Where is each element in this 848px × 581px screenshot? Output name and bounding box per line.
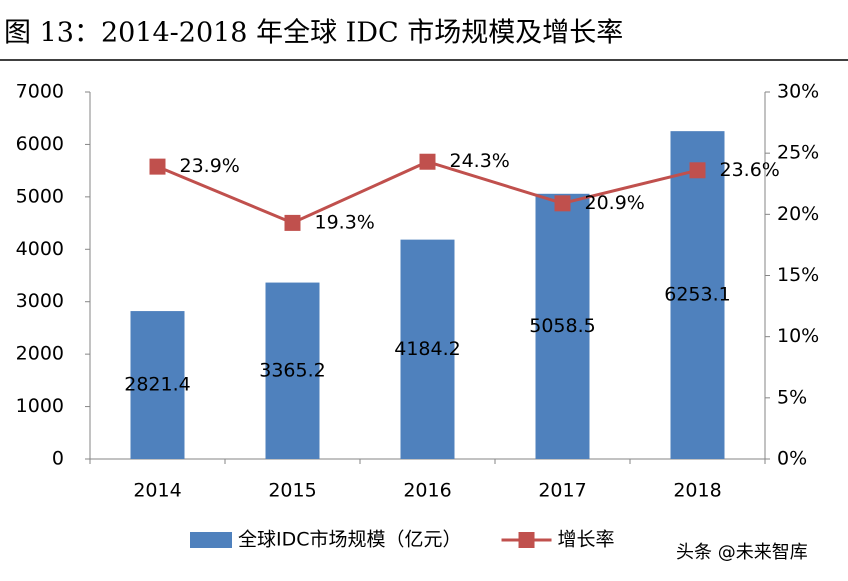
line-value-label: 20.9% — [585, 192, 645, 214]
y2-tick-label: 10% — [777, 325, 819, 347]
legend-label: 增长率 — [558, 529, 615, 551]
x-tick-label: 2014 — [133, 480, 181, 502]
line-marker — [689, 162, 706, 179]
y2-tick-label: 25% — [777, 142, 819, 164]
chart-title: 图 13：2014-2018 年全球 IDC 市场规模及增长率 — [4, 18, 623, 49]
x-tick-label: 2018 — [673, 480, 721, 502]
bar-value-label: 4184.2 — [394, 338, 460, 360]
bar-value-label: 2821.4 — [124, 374, 190, 396]
y2-tick-label: 20% — [777, 203, 819, 225]
line-value-label: 24.3% — [450, 150, 510, 172]
y-tick-label: 2000 — [16, 343, 64, 365]
bar — [535, 193, 590, 459]
line-value-label: 23.6% — [720, 159, 780, 181]
watermark: 头条 @未来智库 — [676, 542, 808, 563]
line-marker — [149, 158, 166, 175]
line-value-label: 23.9% — [180, 155, 240, 177]
y2-tick-label: 15% — [777, 264, 819, 286]
line-marker — [554, 195, 571, 212]
legend-label: 全球IDC市场规模（亿元） — [238, 529, 462, 551]
x-tick-label: 2017 — [538, 480, 586, 502]
line-value-label: 19.3% — [315, 211, 375, 233]
y-tick-label: 5000 — [16, 185, 64, 207]
y2-tick-label: 5% — [777, 386, 807, 408]
y-tick-label: 7000 — [16, 81, 64, 103]
y-tick-label: 3000 — [16, 290, 64, 312]
legend-swatch — [518, 532, 535, 548]
line-marker — [284, 214, 301, 231]
bar — [670, 131, 725, 459]
legend-swatch — [190, 532, 232, 548]
bar-value-label: 5058.5 — [529, 315, 595, 337]
bar — [130, 311, 185, 459]
bar — [400, 239, 455, 459]
y2-tick-label: 0% — [777, 448, 807, 470]
x-tick-label: 2016 — [403, 480, 451, 502]
y-tick-label: 6000 — [16, 133, 64, 155]
line-marker — [419, 153, 436, 170]
bar — [265, 282, 320, 459]
y2-tick-label: 30% — [777, 81, 819, 103]
y-tick-label: 1000 — [16, 395, 64, 417]
x-tick-label: 2015 — [268, 480, 316, 502]
y-tick-label: 4000 — [16, 238, 64, 260]
bar-value-label: 3365.2 — [259, 359, 325, 381]
bar-value-label: 6253.1 — [664, 284, 730, 306]
y-tick-label: 0 — [52, 448, 64, 470]
